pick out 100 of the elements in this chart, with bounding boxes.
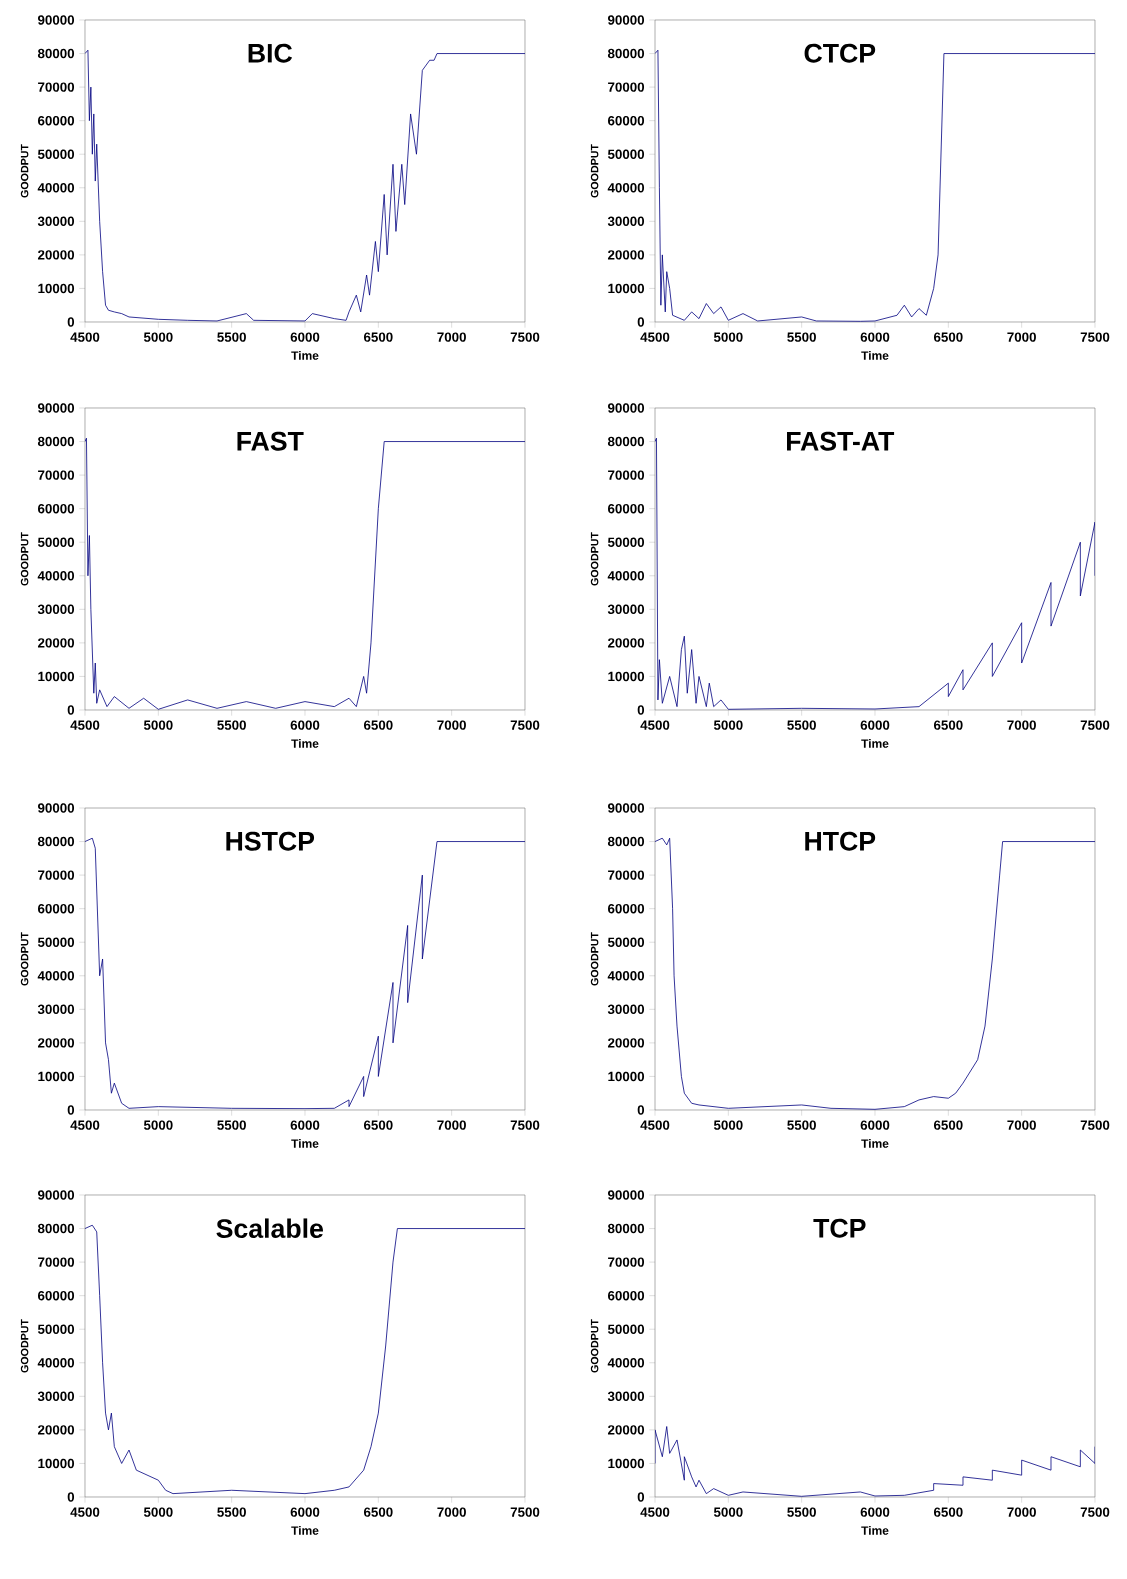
y-tick-label: 50000 (607, 149, 645, 159)
x-tick-label: 7500 (1080, 332, 1110, 342)
y-tick-label: 90000 (607, 803, 645, 813)
x-axis-title: Time (291, 738, 319, 748)
x-tick-label: 5000 (143, 720, 173, 730)
y-tick-label: 50000 (607, 1324, 645, 1334)
y-tick-label: 80000 (607, 48, 645, 59)
x-tick-label: 6500 (363, 332, 393, 342)
x-tick-label: 5500 (787, 1507, 816, 1517)
y-tick-label: 70000 (608, 1257, 645, 1267)
y-tick-label: 20000 (607, 1425, 645, 1435)
x-tick-label: 7500 (510, 720, 540, 730)
y-tick-label: 80000 (37, 436, 75, 447)
text: CTCP (804, 43, 876, 63)
y-tick-label: 60000 (608, 115, 645, 126)
x-tick-label: 4500 (640, 1507, 670, 1517)
x-tick-label: 5000 (143, 1120, 173, 1130)
y-tick-label: 80000 (37, 1223, 75, 1234)
y-tick-label: 20000 (607, 250, 645, 260)
x-tick-label: 6500 (933, 332, 963, 342)
y-tick-label: 30000 (607, 1391, 645, 1402)
y-tick-label: 30000 (37, 604, 75, 615)
y-tick-label: 80000 (37, 836, 75, 847)
y-tick-label: 40000 (37, 1358, 75, 1368)
x-tick-label: 6000 (860, 720, 890, 730)
y-tick-label: 90000 (607, 1190, 645, 1200)
x-tick-label: 5500 (217, 332, 246, 342)
x-tick-label: 6500 (363, 720, 393, 730)
y-tick-label: 80000 (607, 1223, 645, 1234)
x-tick-label: 7000 (437, 332, 466, 342)
y-tick-label: 10000 (38, 283, 75, 294)
x-tick-label: 6500 (933, 1507, 963, 1517)
y-tick-label: 60000 (38, 903, 75, 914)
x-tick-label: 5500 (217, 1120, 246, 1130)
x-tick-label: 7000 (1007, 720, 1036, 730)
text: BIC (248, 43, 293, 63)
y-tick-label: 70000 (608, 470, 645, 480)
text: FAST (237, 431, 304, 451)
text: Scalable (216, 1218, 323, 1238)
y-tick-label: 30000 (607, 216, 645, 227)
x-tick-label: 5000 (713, 1120, 743, 1130)
x-tick-label: 6500 (933, 1120, 963, 1130)
y-tick-label: 20000 (37, 1038, 75, 1048)
x-tick-label: 5500 (787, 332, 816, 342)
x-tick-label: 7000 (1007, 1507, 1036, 1517)
x-tick-label: 4500 (70, 1507, 100, 1517)
y-tick-label: 10000 (38, 1458, 75, 1469)
x-tick-label: 4500 (640, 720, 670, 730)
x-axis-title: Time (291, 1138, 319, 1148)
y-tick-label: 30000 (37, 216, 75, 227)
y-tick-label: 40000 (607, 1358, 645, 1368)
y-tick-label: 0 (67, 1105, 75, 1115)
y-tick-label: 60000 (38, 115, 75, 126)
y-tick-label: 70000 (608, 82, 645, 92)
y-tick-label: 10000 (608, 1071, 645, 1082)
x-tick-label: 5000 (713, 1507, 743, 1517)
x-tick-label: 4500 (70, 332, 100, 342)
y-tick-label: 0 (67, 1492, 75, 1502)
y-tick-label: 70000 (38, 82, 75, 92)
y-tick-label: 0 (67, 705, 75, 715)
y-tick-label: 90000 (607, 403, 645, 413)
x-tick-label: 7500 (1080, 1507, 1110, 1517)
x-tick-label: 5000 (713, 332, 743, 342)
y-tick-label: 90000 (37, 403, 75, 413)
x-tick-label: 7000 (1007, 332, 1036, 342)
y-tick-label: 40000 (37, 971, 75, 981)
y-tick-label: 40000 (607, 971, 645, 981)
y-tick-label: 60000 (608, 903, 645, 914)
y-tick-label: 10000 (608, 283, 645, 294)
y-tick-label: 0 (637, 1105, 645, 1115)
x-tick-label: 4500 (70, 720, 100, 730)
y-tick-label: 70000 (38, 870, 75, 880)
y-tick-label: 90000 (37, 15, 75, 25)
y-tick-label: 20000 (37, 250, 75, 260)
y-tick-label: 30000 (607, 1004, 645, 1015)
y-tick-label: 80000 (607, 436, 645, 447)
y-tick-label: 40000 (37, 183, 75, 193)
y-tick-label: 80000 (607, 836, 645, 847)
x-tick-label: 6000 (290, 1507, 320, 1517)
x-axis-title: Time (861, 738, 889, 748)
x-tick-label: 5500 (217, 720, 246, 730)
x-tick-label: 7500 (510, 1507, 540, 1517)
x-tick-label: 5000 (713, 720, 743, 730)
y-tick-label: 20000 (607, 638, 645, 648)
x-tick-label: 7000 (437, 720, 466, 730)
x-axis-title: Time (291, 350, 319, 360)
y-tick-label: 20000 (37, 638, 75, 648)
y-tick-label: 40000 (607, 571, 645, 581)
x-tick-label: 7500 (1080, 1120, 1110, 1130)
y-tick-label: 70000 (608, 870, 645, 880)
y-tick-label: 10000 (608, 671, 645, 682)
x-tick-label: 6500 (933, 720, 963, 730)
y-tick-label: 30000 (607, 604, 645, 615)
x-tick-label: 5000 (143, 1507, 173, 1517)
y-tick-label: 0 (637, 705, 645, 715)
x-tick-label: 6000 (290, 332, 320, 342)
y-tick-label: 0 (637, 1492, 645, 1502)
y-tick-label: 50000 (37, 937, 75, 947)
y-axis-title: GOODPUT (590, 1319, 599, 1373)
y-tick-label: 60000 (38, 1290, 75, 1301)
